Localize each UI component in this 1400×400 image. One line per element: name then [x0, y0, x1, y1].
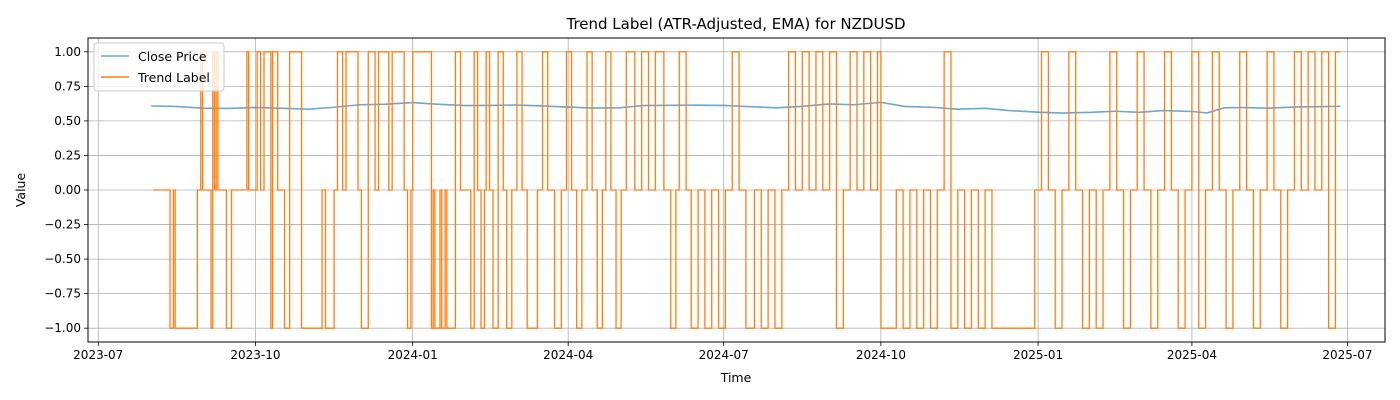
- x-tick-label: 2024-01: [388, 348, 438, 362]
- y-tick-label: 0.25: [54, 148, 81, 162]
- legend-box: [93, 42, 225, 92]
- y-tick-label: 1.00: [54, 45, 81, 59]
- y-tick-label: −0.25: [44, 218, 81, 232]
- x-tick-label: 2023-07: [73, 348, 123, 362]
- x-axis-ticks: 2023-07 2023-10 2024-01 2024-04 2024-07 2024-…: [73, 342, 1372, 362]
- y-tick-label: −1.00: [44, 321, 81, 335]
- x-tick-label: 2025-04: [1167, 348, 1217, 362]
- x-tick-label: 2024-07: [699, 348, 749, 362]
- y-tick-label: −0.75: [44, 287, 81, 301]
- series-layer: [151, 51, 1341, 329]
- x-tick-label: 2024-10: [856, 348, 906, 362]
- x-tick-label: 2025-01: [1013, 348, 1063, 362]
- y-axis-ticks: −1.00 −0.75 −0.50 −0.25 0.00 0.25 0.50 0.75 1.00: [44, 45, 88, 335]
- series-line-close-price: [151, 101, 1341, 114]
- x-tick-label: 2024-04: [543, 348, 593, 362]
- legend: Close Price Trend Label: [93, 42, 225, 92]
- y-tick-label: 0.50: [54, 114, 81, 128]
- x-tick-label: 2025-07: [1322, 348, 1372, 362]
- y-axis-label: Value: [13, 173, 28, 208]
- y-tick-label: −0.50: [44, 252, 81, 266]
- chart-title: Trend Label (ATR-Adjusted, EMA) for NZDU…: [565, 15, 905, 33]
- x-axis-label: Time: [720, 370, 752, 385]
- y-tick-label: 0.75: [54, 79, 81, 93]
- x-tick-label: 2023-10: [230, 348, 280, 362]
- legend-label-close-price: Close Price: [138, 49, 207, 64]
- series-line-trend-label: [152, 51, 1341, 329]
- legend-label-trend-label: Trend Label: [137, 70, 210, 85]
- y-tick-label: 0.00: [54, 183, 81, 197]
